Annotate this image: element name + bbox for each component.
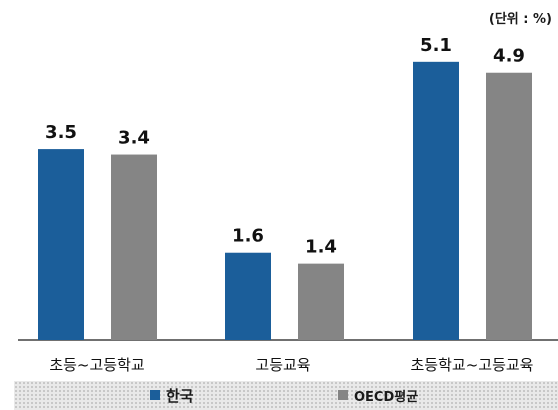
legend-swatch-korea	[150, 390, 160, 400]
bar-oecd-2	[486, 73, 532, 340]
value-label-korea-0: 3.5	[45, 122, 77, 143]
x-tick-label-1: 고등교육	[255, 356, 310, 374]
value-label-korea-1: 1.6	[232, 226, 264, 247]
legend-background	[14, 381, 558, 410]
unit-label: (단위 : %)	[489, 8, 552, 27]
legend-label-korea: 한국	[166, 385, 194, 406]
legend-item-korea: 한국	[150, 384, 194, 406]
legend-swatch-oecd	[338, 390, 348, 400]
value-label-oecd-1: 1.4	[305, 237, 337, 258]
bar-korea-2	[413, 62, 459, 340]
bars-group	[38, 62, 532, 340]
bar-korea-1	[225, 253, 271, 340]
bar-korea-0	[38, 149, 84, 340]
bar-chart: 3.5 1.6 5.1 3.4 1.4 4.9 초등~고등학교 고등교육 초등학교~고등교육	[0, 0, 558, 380]
x-tick-labels-group: 초등~고등학교 고등교육 초등학교~고등교육	[49, 356, 533, 374]
x-tick-label-2: 초등학교~고등교육	[411, 356, 534, 374]
x-tick-label-0: 초등~고등학교	[49, 356, 144, 374]
value-label-oecd-2: 4.9	[493, 46, 525, 67]
value-label-oecd-0: 3.4	[118, 128, 150, 149]
legend-item-oecd: OECD평균	[338, 384, 418, 406]
bar-oecd-1	[298, 264, 344, 340]
bar-oecd-0	[111, 155, 157, 340]
value-label-korea-2: 5.1	[420, 35, 452, 56]
legend-label-oecd: OECD평균	[354, 386, 418, 405]
